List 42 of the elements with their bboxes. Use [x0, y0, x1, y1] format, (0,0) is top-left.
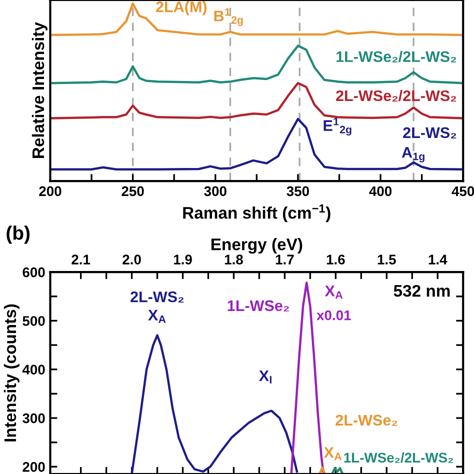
series-label: 2L-WS₂	[403, 127, 456, 138]
x-axis-title: Energy (eV)	[211, 238, 302, 254]
x-tick-label: 1.4	[428, 254, 448, 264]
annotation: X$_{I}$	[259, 370, 272, 384]
x-tick-label: 1.6	[326, 254, 345, 264]
x-tick-label: 1.7	[276, 254, 294, 264]
annotation: 2LA(M)	[156, 1, 207, 16]
series-label: 1L-WSe₂/2L-WS₂	[336, 50, 456, 62]
annotation: B$^{1}$$_{2g}$	[214, 8, 243, 26]
y-tick-label: 500	[22, 316, 45, 326]
y-tick-label: 400	[22, 364, 45, 375]
series-label: 1L-WSe₂/2L-WS₂	[344, 452, 453, 463]
x-tick-label: 400	[369, 186, 392, 196]
x-tick-label: 2.0	[122, 254, 141, 264]
x-tick-label: 1.9	[174, 254, 192, 264]
text: 2L-WS₂	[130, 291, 184, 303]
x-tick-label: 200	[39, 186, 62, 196]
annotation: x0.01	[316, 310, 351, 320]
x-tick-label: 1.5	[378, 254, 396, 264]
annotation: X$_{A}$	[324, 447, 342, 460]
series-label: 1L-WSe₂	[228, 300, 289, 312]
x-tick-label: 1.8	[224, 254, 243, 264]
annotation: 532 nm	[394, 284, 450, 297]
line-series	[130, 334, 298, 474]
y-axis-title: Relative Intensity	[32, 22, 48, 158]
x-tick-label: 300	[204, 186, 226, 196]
y-tick-label: 200	[22, 462, 45, 472]
y-tick-label: 300	[22, 413, 45, 424]
text: (b)	[6, 226, 30, 244]
x-axis-title: Raman shift (cm$^{−1}$)	[183, 204, 330, 222]
x-tick-label: 350	[286, 186, 309, 196]
annotation: X$_{A}$	[324, 286, 343, 299]
series-label: 2L-WSe₂/2L-WS₂	[336, 90, 456, 102]
text: 2L-WSe₂	[336, 414, 398, 426]
y-tick-label: 600	[22, 267, 45, 278]
annotation: E$^{1}$$_{2g}$	[324, 118, 352, 136]
annotation: X$_{A}$	[148, 310, 166, 323]
annotation: A$_{1g}$	[402, 147, 424, 162]
y-axis-title: Intensity (counts)	[4, 304, 20, 442]
x-tick-label: 250	[122, 186, 144, 196]
x-tick-label: 2.1	[72, 254, 90, 264]
x-tick-label: 450	[452, 186, 474, 196]
